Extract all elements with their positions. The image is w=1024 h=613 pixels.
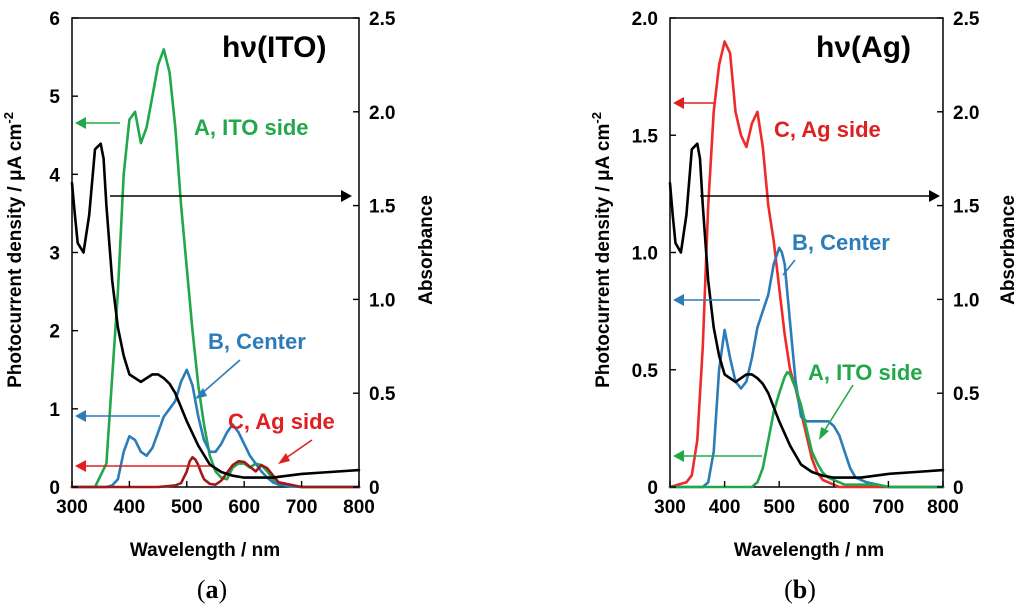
panel-a: 300 400 500 600 700 800012345600.51.01.52.02.… <box>1 9 437 604</box>
panel-a-title: hν(ITO) <box>222 31 326 64</box>
panel-b: 300 400 500 600 700 80000.51.01.52.000.51.01.… <box>589 9 1019 604</box>
panel-a-x-tick-label: 500 <box>171 497 203 518</box>
panel-b-y2-tick-label: 1.0 <box>953 290 979 311</box>
panel-b-x-tick-label: 600 <box>818 497 850 518</box>
panel-a-ticks-group: 300 400 500 600 700 800012345600.51.01.52.02.… <box>49 9 395 518</box>
panel-b-ito-pointer-head <box>819 427 829 440</box>
panel-b-ticks-group: 300 400 500 600 700 80000.51.01.52.000.51.01.… <box>632 9 980 518</box>
panel-a-y-tick-label: 2 <box>49 322 60 343</box>
panel-a-series-absorbance <box>70 142 361 479</box>
panel-a-series-c-ag-side <box>70 455 361 489</box>
panel-b-title: hν(Ag) <box>816 31 911 64</box>
panel-b-y2-tick-label: 0 <box>953 478 964 499</box>
panel-a-ag-pointer-line <box>282 439 313 461</box>
panel-a-y2-tick-label: 1.5 <box>369 197 396 218</box>
panel-a-y-tick-label: 6 <box>49 9 60 30</box>
panel-b-y-axis-title-superscript: -2 <box>589 112 604 124</box>
panel-a-label-close: ) <box>219 575 228 604</box>
panel-a-y2-tick-label: 2.0 <box>369 103 395 124</box>
panel-a-label-open: ( <box>197 575 206 604</box>
panel-b-center-arrowhead <box>673 294 684 306</box>
panel-a-x-axis-title: Wavelength / nm <box>130 540 280 561</box>
panel-a-y2-tick-label: 0.5 <box>369 384 396 405</box>
panel-a-center-pointer-head <box>195 388 207 399</box>
panel-a-y2-tick-label: 2.5 <box>369 9 396 30</box>
panel-a-series-group <box>70 47 361 489</box>
panel-b-y-tick-label: 1.0 <box>632 244 658 265</box>
panel-b-absorbance-arrowhead <box>929 190 940 202</box>
panel-b-y-tick-label: 1.5 <box>632 126 659 147</box>
panel-a-absorbance-arrowhead <box>341 190 352 202</box>
panel-b-annotation-ag-side: C, Ag side <box>774 117 881 142</box>
panel-b-y2-tick-label: 0.5 <box>953 384 980 405</box>
panel-a-ag-arrowhead <box>75 460 86 472</box>
panel-a-x-tick-label: 700 <box>286 497 318 518</box>
panel-b-annotation-ito-side: A, ITO side <box>808 360 923 385</box>
panel-b-y-tick-label: 2.0 <box>632 9 658 30</box>
panel-a-y-axis-title-main: Photocurrent density / μA cm <box>5 124 26 388</box>
panel-b-y-tick-label: 0 <box>647 478 658 499</box>
panel-a-y2-tick-label: 0 <box>369 478 380 499</box>
panel-a-x-tick-label: 300 <box>56 497 88 518</box>
panel-a-ag-pointer-head <box>278 453 290 464</box>
panel-b-x-tick-label: 300 <box>654 497 686 518</box>
panel-b-y2-axis-title: Absorbance <box>998 195 1019 305</box>
panel-a-y-axis-title: Photocurrent density / μA cm-2 <box>1 112 26 388</box>
panel-a-y-tick-label: 3 <box>49 244 60 265</box>
panel-b-series-b-center <box>668 246 945 489</box>
panel-b-y2-tick-label: 1.5 <box>953 197 980 218</box>
panel-a-y-axis-title-superscript: -2 <box>1 112 16 124</box>
panel-a-center-arrowhead <box>75 410 86 422</box>
panel-b-center-pointer-line <box>782 259 796 276</box>
panel-b-y2-tick-label: 2.0 <box>953 103 979 124</box>
panel-a-annotation-center: B, Center <box>208 329 306 354</box>
panel-b-x-tick-label: 400 <box>709 497 741 518</box>
panel-b-ito-arrowhead <box>673 450 684 462</box>
panel-b-series-a-ito-side <box>668 370 945 489</box>
panel-b-ag-arrowhead <box>673 97 684 109</box>
panel-a-series-b-center <box>70 368 361 489</box>
panel-a-x-tick-label: 400 <box>114 497 146 518</box>
panel-a-ito-arrowhead <box>75 117 86 129</box>
panel-a-x-tick-label: 600 <box>228 497 260 518</box>
panel-a-center-pointer-line <box>199 359 241 396</box>
panel-a-annotation-ito-side: A, ITO side <box>194 115 309 140</box>
panel-b-x-tick-label: 500 <box>763 497 795 518</box>
panel-b-label: (b) <box>784 575 816 604</box>
panel-a-x-tick-label: 800 <box>343 497 375 518</box>
panel-b-y2-tick-label: 2.5 <box>953 9 980 30</box>
panel-b-y-axis-title: Photocurrent density / μA cm-2 <box>589 112 614 388</box>
panel-b-x-tick-label: 800 <box>927 497 959 518</box>
panel-b-label-open: ( <box>784 575 793 604</box>
panel-b-x-tick-label: 700 <box>873 497 905 518</box>
panel-a-label-letter: a <box>206 575 219 604</box>
panel-a-y-tick-label: 1 <box>49 400 60 421</box>
panel-b-series-group <box>668 40 945 489</box>
panel-b-annotation-center: B, Center <box>792 230 890 255</box>
panel-a-y-tick-label: 5 <box>49 87 60 108</box>
panel-a-y-tick-label: 4 <box>49 165 60 186</box>
panel-b-x-axis-title: Wavelength / nm <box>734 540 884 561</box>
panel-a-y-tick-label: 0 <box>49 478 60 499</box>
panel-b-series-c-ag-side <box>668 40 945 489</box>
panel-b-series-absorbance <box>668 142 945 479</box>
panel-a-annotation-ag-side: C, Ag side <box>228 409 335 434</box>
panel-b-label-close: ) <box>807 575 816 604</box>
panel-a-y2-tick-label: 1.0 <box>369 290 395 311</box>
panel-a-y2-axis-title: Absorbance <box>416 195 437 305</box>
panel-b-y-tick-label: 0.5 <box>632 361 659 382</box>
panel-b-label-letter: b <box>793 575 807 604</box>
panel-a-label: (a) <box>197 575 227 604</box>
panel-b-y-axis-title-main: Photocurrent density / μA cm <box>593 124 614 388</box>
panel-b-ito-pointer-line <box>822 384 854 434</box>
